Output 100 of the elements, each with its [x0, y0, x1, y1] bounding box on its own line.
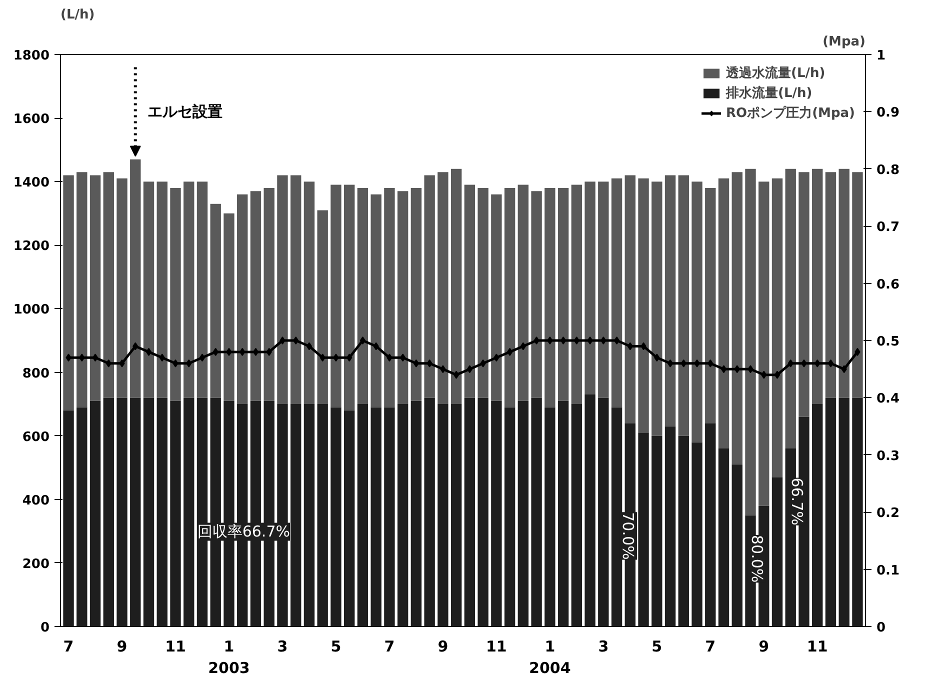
annotation: 回収率66.7% — [197, 522, 290, 541]
bar — [718, 178, 730, 449]
y-tick-label: 1000 — [13, 302, 50, 318]
point — [159, 354, 165, 362]
bar — [304, 182, 315, 404]
point — [306, 342, 312, 350]
bar — [450, 168, 462, 404]
bar — [103, 172, 114, 398]
point — [132, 342, 138, 350]
bar — [143, 182, 154, 398]
x-tick-label: 9 — [116, 638, 128, 656]
x-tick-label: 7 — [63, 638, 74, 656]
annotation: 70.0% — [619, 512, 638, 560]
x-tick-label: 11 — [486, 638, 507, 656]
bar — [624, 175, 636, 424]
point — [814, 359, 820, 368]
x-tick-label: 9 — [438, 638, 448, 656]
bar — [304, 404, 315, 626]
x-tick-label: 1 2003 — [208, 638, 250, 678]
y-tick-label: 1600 — [13, 112, 50, 128]
bar — [464, 184, 476, 398]
point — [841, 365, 847, 374]
bar — [772, 178, 783, 478]
y2-tick-label: 0.2 — [876, 506, 900, 522]
bar — [210, 204, 221, 398]
point — [680, 359, 686, 368]
y-tick-label: 800 — [22, 366, 50, 382]
y2-tick-label: 0.7 — [876, 220, 900, 236]
point — [520, 342, 526, 350]
bar — [384, 407, 395, 626]
point — [266, 348, 272, 356]
bar — [184, 182, 194, 398]
point — [293, 336, 299, 344]
bar — [317, 404, 328, 626]
bar — [732, 172, 742, 464]
bar — [825, 398, 836, 626]
y-tick-label: 200 — [22, 556, 50, 572]
annotation: 66.7% — [788, 478, 806, 526]
point — [400, 354, 406, 362]
bar — [357, 188, 368, 404]
point — [373, 342, 379, 350]
bar — [531, 398, 542, 626]
point — [667, 359, 674, 368]
point — [708, 359, 714, 368]
legend-label: 透過水流量(L/h) — [726, 64, 826, 82]
bar — [424, 175, 435, 398]
bar — [410, 188, 422, 401]
bar — [678, 436, 689, 626]
point — [640, 342, 646, 350]
point — [79, 354, 85, 362]
bar — [812, 168, 823, 404]
point — [346, 354, 352, 362]
x-tick-label: 5 — [330, 638, 342, 656]
point — [92, 354, 98, 362]
point — [627, 342, 633, 350]
y-tick-label: 1400 — [13, 176, 50, 191]
x-tick-label: 3 — [598, 638, 609, 656]
x-tick-label: 3 — [277, 638, 288, 656]
bar — [290, 175, 302, 404]
bar — [852, 172, 863, 398]
point — [828, 359, 834, 368]
point — [252, 348, 259, 356]
bar — [705, 188, 716, 424]
bar — [184, 398, 194, 626]
bar — [63, 410, 74, 626]
point — [199, 354, 206, 362]
point — [453, 370, 460, 379]
bar — [584, 182, 596, 395]
bar — [156, 182, 168, 398]
point — [854, 348, 860, 356]
bar — [785, 168, 796, 449]
y2-tick-label: 0.5 — [876, 334, 900, 350]
bar — [76, 172, 88, 408]
bar — [772, 477, 783, 626]
bar — [384, 188, 395, 408]
bar — [638, 178, 649, 433]
point — [788, 359, 794, 368]
bar — [571, 404, 582, 626]
point — [386, 354, 392, 362]
bar — [584, 394, 596, 626]
point — [761, 370, 767, 379]
x-tick-label: 7 — [705, 638, 716, 656]
bar — [852, 398, 863, 626]
x-tick-label: 11 — [165, 638, 186, 656]
bar — [558, 188, 569, 401]
y2-axis-title: (Mpa) — [822, 34, 866, 50]
bar — [544, 407, 556, 626]
y-tick-label: 600 — [22, 430, 50, 445]
bar — [652, 436, 662, 626]
bar — [491, 194, 502, 401]
bar — [692, 442, 702, 626]
point — [360, 336, 366, 344]
bar — [170, 188, 181, 401]
point — [466, 365, 473, 374]
y2-tick-label: 0.4 — [876, 392, 900, 407]
point — [212, 348, 218, 356]
bar — [812, 404, 823, 626]
bar — [825, 172, 836, 398]
point — [734, 365, 740, 374]
bar — [464, 398, 476, 626]
